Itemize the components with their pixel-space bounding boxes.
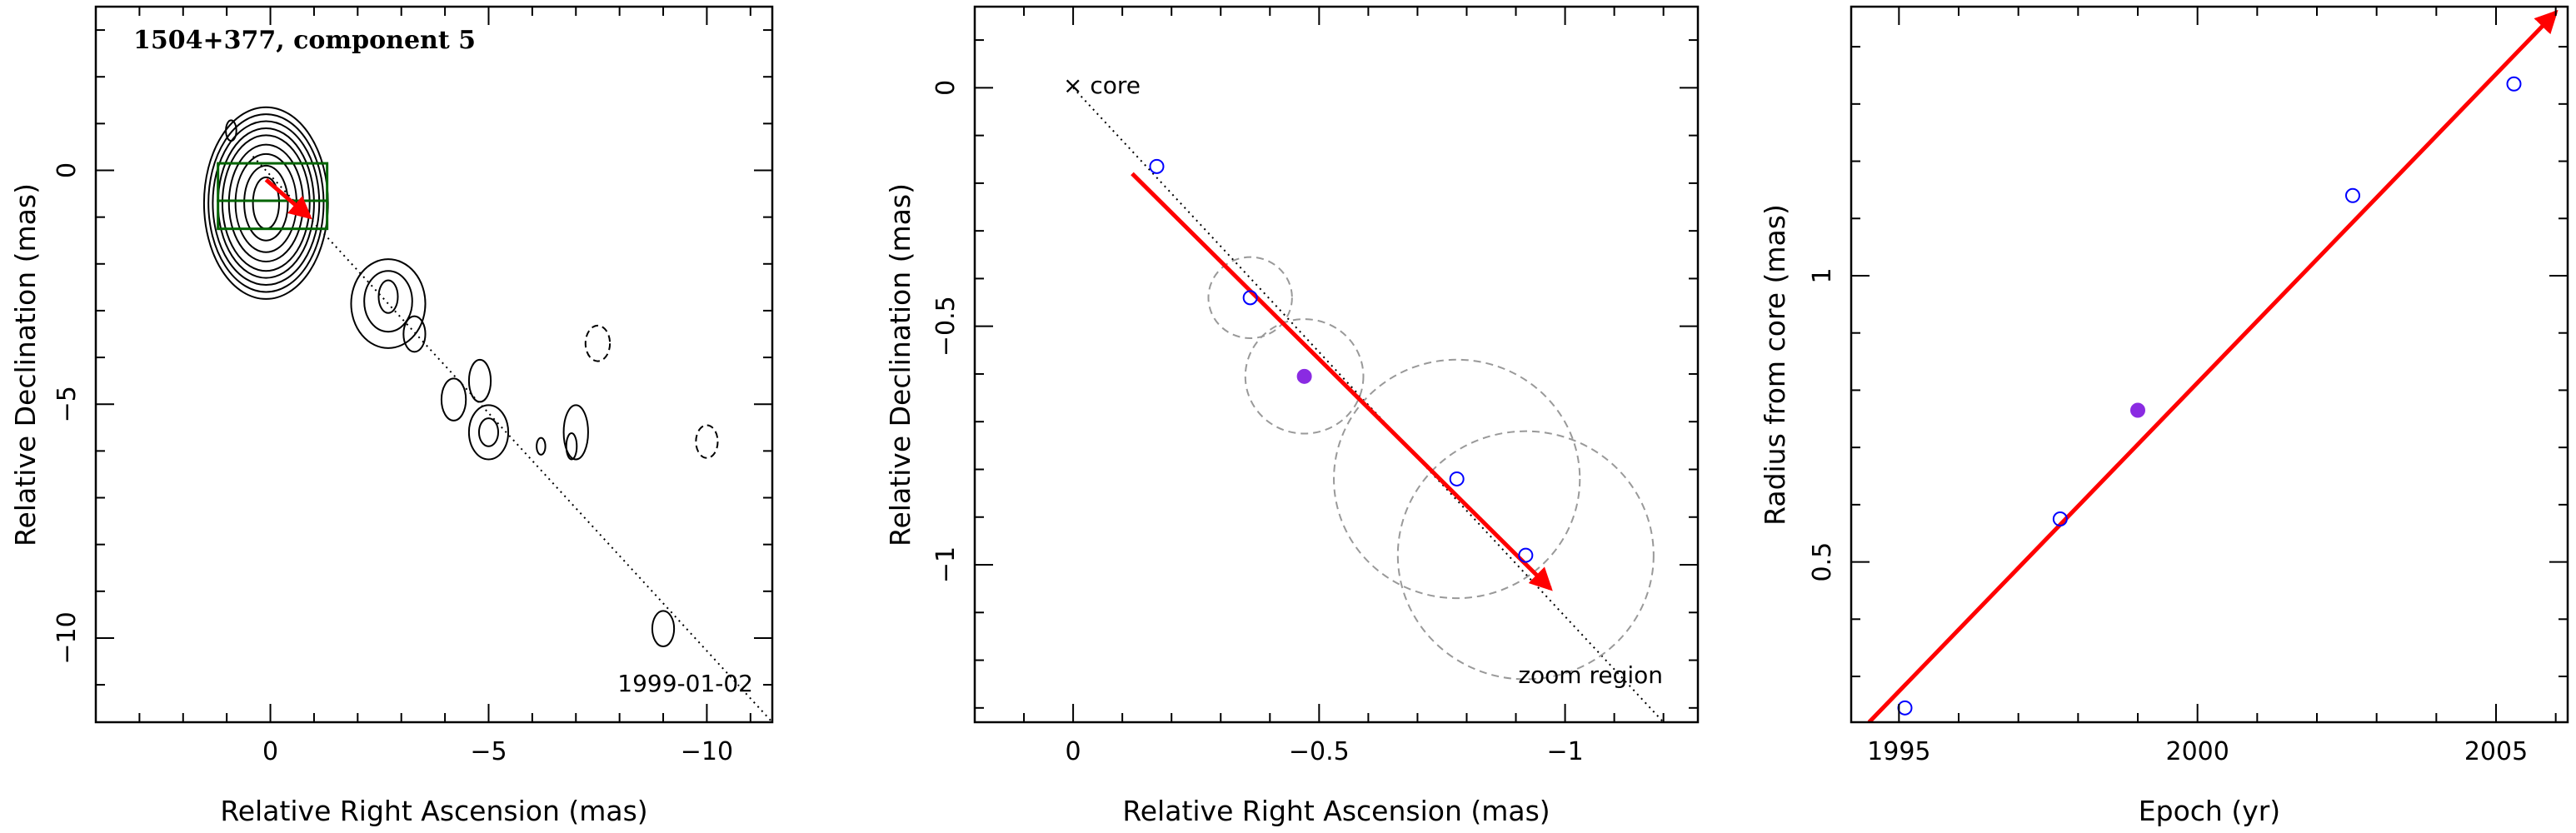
zoom-box [217, 199, 329, 231]
panel-3-frame [1850, 5, 2569, 724]
panel-1-frame [94, 5, 774, 724]
panel-1-axes: 0 −5 −10 0 −5 −10 [52, 5, 774, 766]
error-circle [1396, 430, 1655, 681]
core-contour [207, 113, 325, 293]
panel-1-contour-map: 0 −5 −10 0 −5 −10 1504+377, component 5 1999-… [9, 5, 774, 827]
panel-3-y-tick-label: 1 [1808, 267, 1837, 283]
panel-3-x-axis-label: Epoch (yr) [2139, 795, 2280, 827]
jet-contour [225, 119, 237, 142]
panel-1-y-tick-label: −5 [52, 386, 82, 422]
fit-arrow [1867, 9, 2559, 722]
panel-3-axes: 1995 2000 2005 0.5 1 [1808, 5, 2569, 766]
jet-contour [651, 610, 676, 648]
panel-1-x-tick-label: −10 [681, 737, 733, 766]
jet-contour [377, 279, 399, 314]
panel-3-plot-area [1867, 9, 2559, 722]
panel-2-x-axis-label: Relative Right Ascension (mas) [1122, 795, 1550, 827]
panel-1-y-axis-label: Relative Declination (mas) [9, 183, 42, 546]
panel-1-x-tick-label: −5 [470, 737, 507, 766]
motion-arrow [264, 177, 312, 220]
error-circle [1207, 256, 1293, 340]
jet-contour [562, 404, 589, 461]
panel-3-x-tick-label: 1995 [1867, 737, 1930, 766]
panel-1-date-label: 1999-01-02 [617, 670, 753, 697]
core-contour [212, 120, 321, 287]
data-point-open [1242, 290, 1258, 306]
panel-1-title: 1504+377, component 5 [133, 26, 476, 55]
panel-3-x-tick-label: 2000 [2165, 737, 2229, 766]
error-circle [1333, 358, 1581, 600]
data-point-filled [2130, 402, 2145, 418]
data-point-open [2345, 187, 2360, 203]
jet-contour [363, 270, 413, 333]
negative-contour [584, 324, 612, 362]
panel-2-core-label: × core [1063, 72, 1141, 99]
panel-3-radius-vs-epoch: 1995 2000 2005 0.5 1 Epoch (yr) Radius from … [1759, 5, 2569, 827]
data-point-open [1449, 471, 1465, 486]
error-circle [1244, 318, 1365, 435]
jet-contour [402, 315, 427, 353]
panel-3-y-tick-label: 0.5 [1808, 542, 1837, 582]
trajectory-line [1072, 87, 1665, 722]
panel-2-y-tick-label: −1 [931, 546, 961, 583]
panel-2-x-tick-label: 0 [1066, 737, 1081, 766]
data-point-open [1149, 158, 1165, 174]
panel-3-x-tick-label: 2005 [2464, 737, 2528, 766]
trajectory-line [252, 155, 772, 722]
core-contour [217, 127, 315, 279]
panel-2-x-tick-label: −0.5 [1289, 737, 1350, 766]
panel-2-zoom-region-label: zoom region [1518, 661, 1663, 689]
jet-contour [467, 404, 510, 461]
panel-2-y-axis-label: Relative Declination (mas) [884, 183, 916, 546]
data-point-open [1897, 700, 1913, 716]
panel-2-y-tick-label: −0.5 [931, 296, 961, 357]
panel-1-y-tick-label: −10 [52, 611, 82, 664]
data-point-open [1518, 547, 1534, 563]
jet-contour [350, 258, 427, 349]
panel-2-axes: 0 −0.5 −1 0 −0.5 −1 [931, 5, 1700, 766]
jet-contour [536, 436, 547, 456]
jet-contour [565, 432, 578, 461]
motion-arrow [1131, 172, 1553, 591]
panel-2-zoom-region: 0 −0.5 −1 0 −0.5 −1 × core zoom region Relati… [884, 5, 1700, 827]
panel-2-frame [973, 5, 1700, 724]
panel-1-x-axis-label: Relative Right Ascension (mas) [220, 795, 647, 827]
data-point-filled [1296, 368, 1312, 384]
jet-contour [440, 377, 467, 421]
panel-1-y-tick-label: 0 [52, 162, 82, 178]
panel-2-y-tick-label: 0 [931, 80, 961, 96]
panel-3-y-axis-label: Radius from core (mas) [1759, 204, 1791, 526]
negative-contour [695, 424, 719, 459]
data-point-open [2506, 76, 2522, 92]
data-point-open [2052, 511, 2068, 527]
jet-contour [477, 417, 500, 447]
panel-1-x-tick-label: 0 [262, 737, 278, 766]
panel-2-x-tick-label: −1 [1546, 737, 1583, 766]
panel-2-plot-area [1072, 87, 1665, 722]
panel-1-plot-area [202, 106, 772, 722]
jet-contour [467, 358, 492, 403]
